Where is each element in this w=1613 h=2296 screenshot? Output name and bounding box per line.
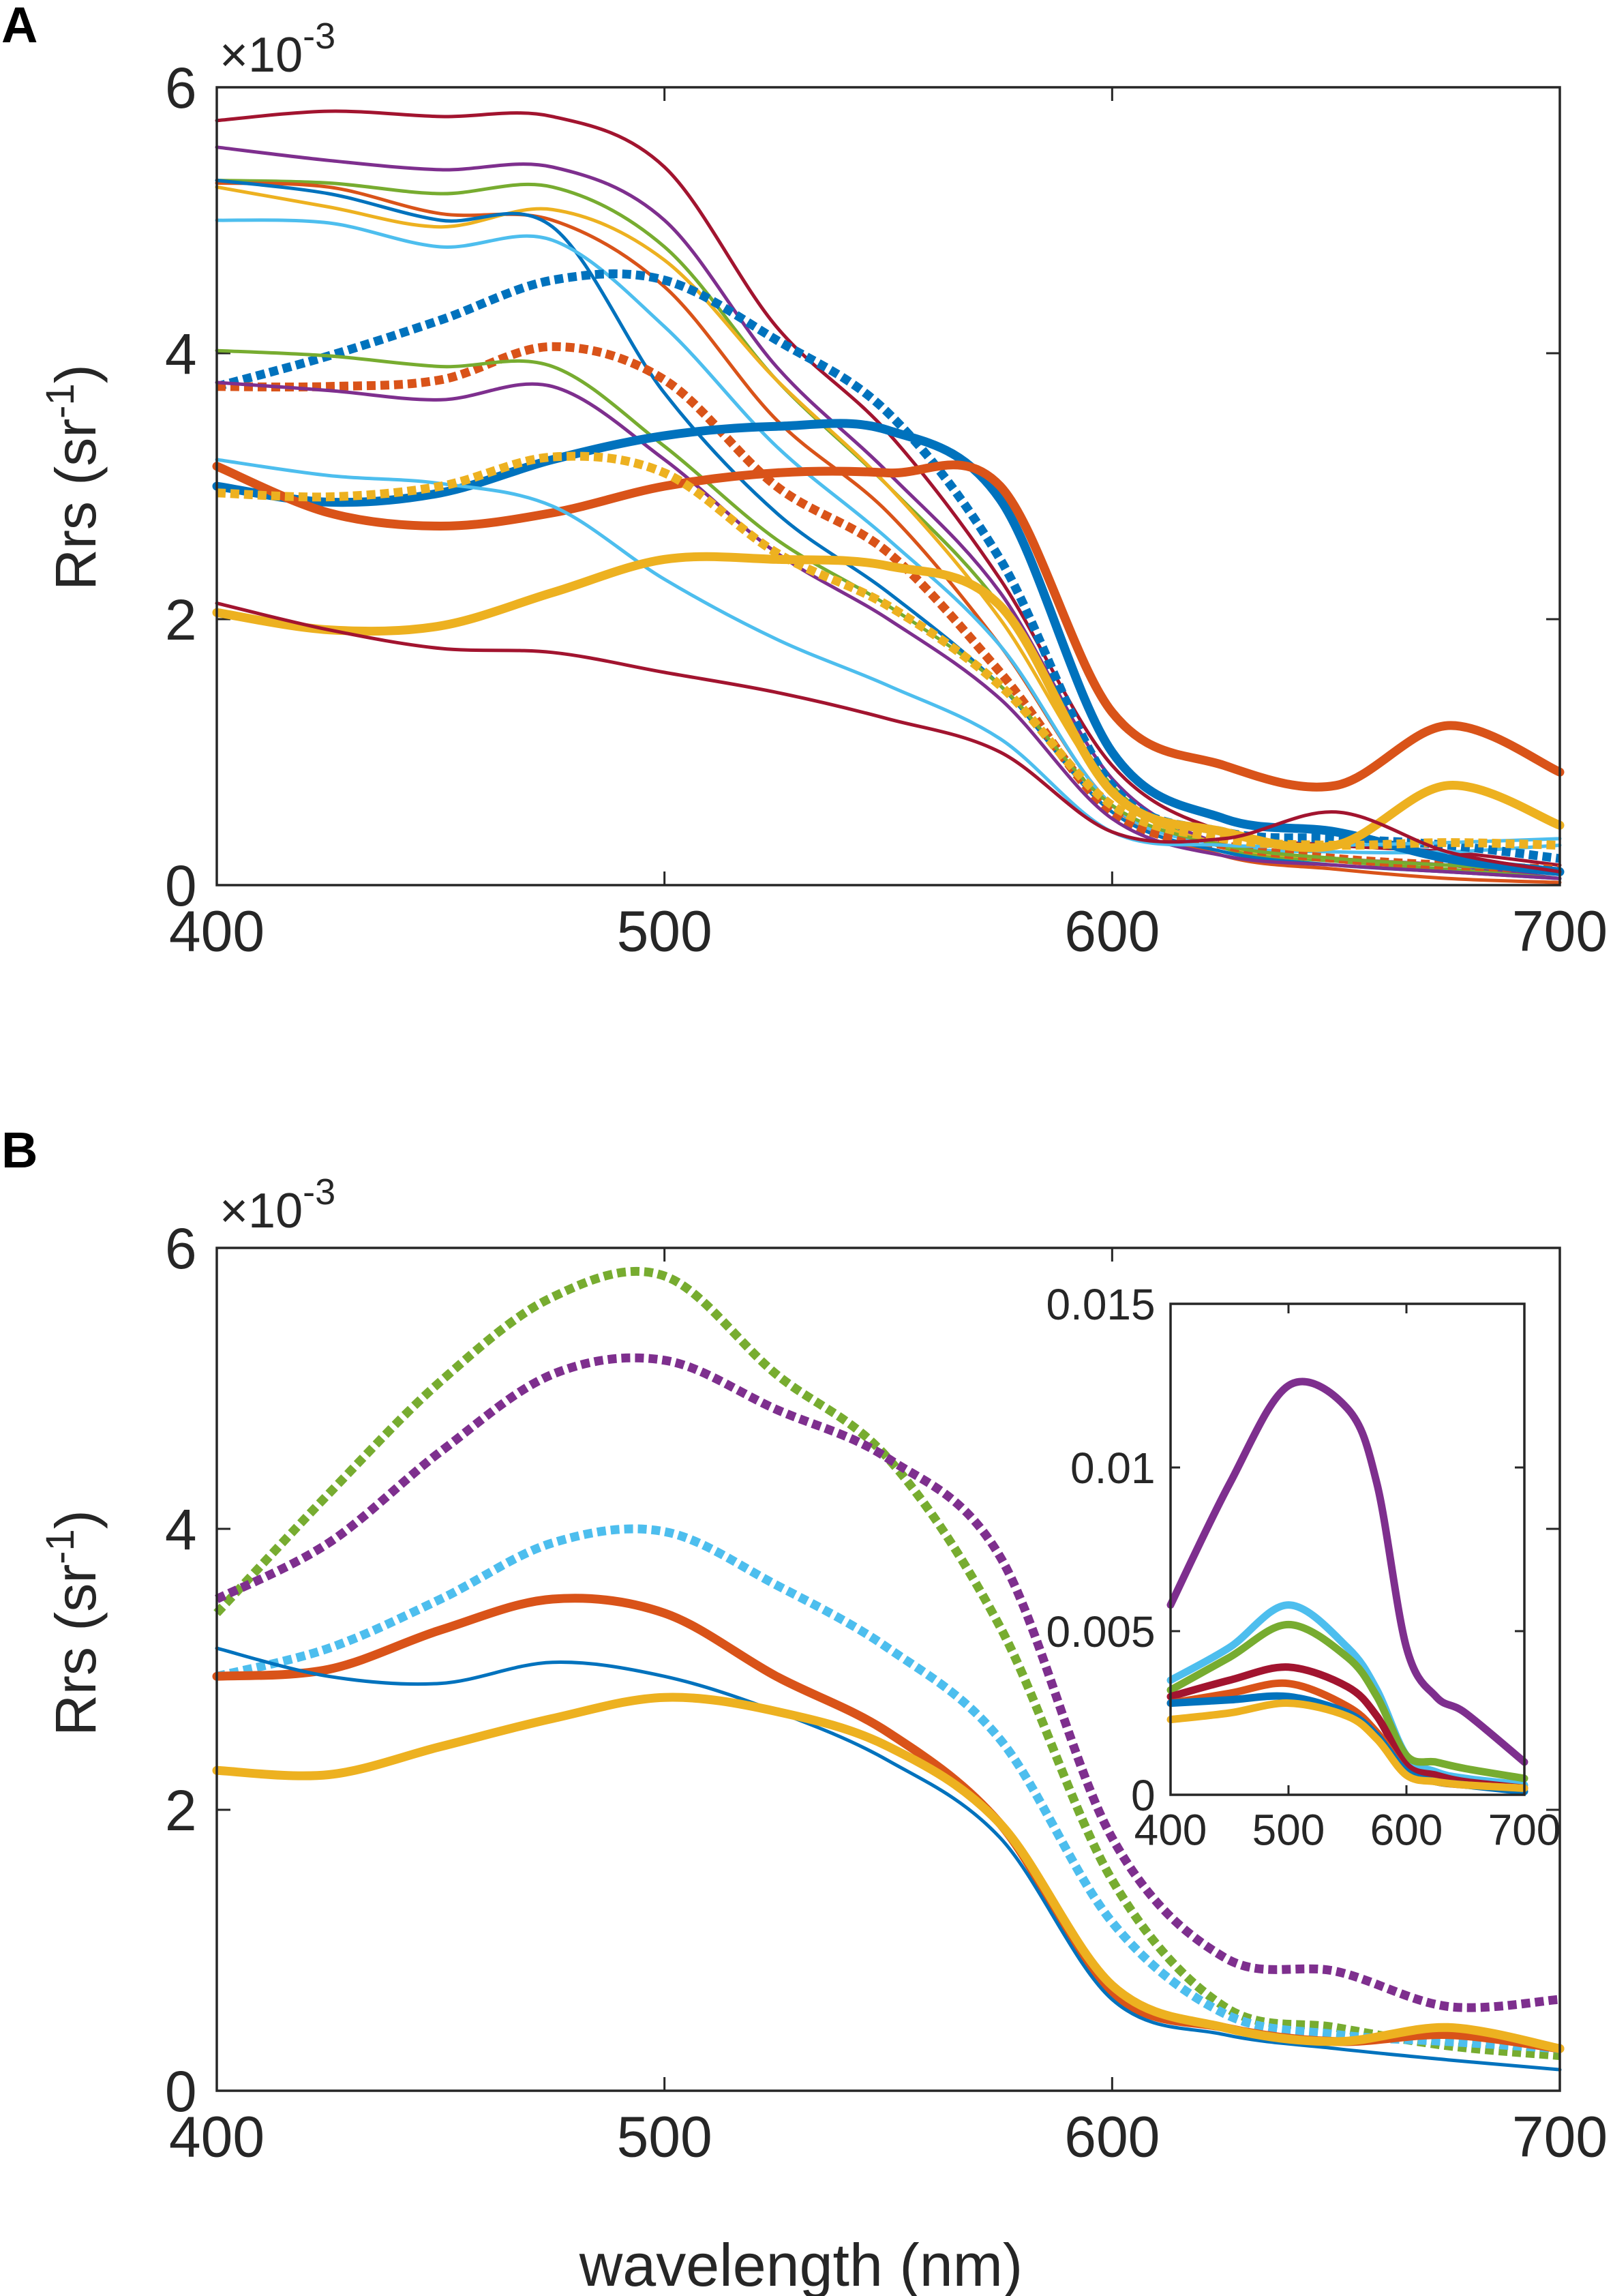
panel-b-series-b6-yellow-thick bbox=[212, 1693, 1565, 2053]
panel-b-series-b3-lightblue-dotted bbox=[215, 1524, 1561, 2053]
panel-a-ytick-label: 6 bbox=[165, 56, 197, 120]
panel-b-xlabel: wavelength (nm) bbox=[579, 2231, 1023, 2296]
inset-plot-area: 400 500 600 700 0 0.005 0.01 0.015 bbox=[1046, 1280, 1561, 1855]
panel-a-xtick-label: 700 bbox=[1512, 899, 1608, 964]
panel-a-ylabel: Rrs (sr-1) bbox=[38, 364, 108, 590]
inset-series-i4-darkred bbox=[1166, 1663, 1528, 1792]
panel-a-series-a9-orange-dotted bbox=[216, 342, 1561, 874]
inset-ytick-label: 0.01 bbox=[1070, 1444, 1156, 1493]
panel-a-ytick-label: 4 bbox=[165, 322, 197, 386]
panel-b-xtick-label: 700 bbox=[1512, 2105, 1608, 2169]
panel-a-series-a17-darkred-thin-low bbox=[215, 601, 1562, 874]
panel-a-exponent: ×10-3 bbox=[220, 16, 335, 83]
panel-b-ytick-label: 0 bbox=[165, 2059, 197, 2123]
inset-ytick-label: 0.015 bbox=[1046, 1280, 1155, 1329]
inset-ytick-label: 0.005 bbox=[1046, 1607, 1155, 1656]
panel-b-ytick-label: 2 bbox=[165, 1778, 197, 1843]
panel-a-ytick-label: 2 bbox=[165, 588, 197, 652]
panel-a-xtick-label: 600 bbox=[1064, 899, 1160, 964]
panel-a-ytick-label: 0 bbox=[165, 854, 197, 918]
panel-b-series-b5-blue-thin bbox=[215, 1646, 1562, 2072]
panel-b-exponent: ×10-3 bbox=[220, 1172, 335, 1238]
panel-a-series-a11-purple-thin-low bbox=[215, 381, 1562, 880]
panel-b: B ×10-3 Rrs (sr-1) wavelength (nm) 400 50… bbox=[1, 1122, 1608, 2296]
panel-a-series-a4-orange-thin bbox=[215, 181, 1562, 884]
panel-a-frame bbox=[215, 86, 1561, 886]
inset-xtick-label: 700 bbox=[1488, 1806, 1561, 1855]
inset-frame bbox=[1169, 1302, 1526, 1796]
panel-a: A ×10-3 Rrs (sr-1) 400 500 600 700 0 2 4 6 bbox=[1, 0, 1608, 964]
inset-series-i1-purple bbox=[1166, 1377, 1528, 1766]
plot-area-a: 400 500 600 700 0 2 4 6 bbox=[165, 56, 1608, 963]
panel-a-series-a12-blue-thick bbox=[212, 419, 1565, 876]
panel-a-series-a13-orange-thick bbox=[212, 460, 1565, 792]
panel-b-ylabel: Rrs (sr-1) bbox=[38, 1510, 108, 1735]
inset-xtick-label: 400 bbox=[1134, 1806, 1207, 1855]
panel-a-letter: A bbox=[1, 0, 37, 53]
inset-series-i3-green bbox=[1166, 1620, 1528, 1783]
panel-b-series-b2-purple-dotted bbox=[215, 1353, 1561, 2012]
inset-ytick-label: 0 bbox=[1131, 1771, 1156, 1820]
panel-b-letter: B bbox=[1, 1122, 37, 1178]
panel-b-frame bbox=[215, 1247, 1561, 2092]
panel-a-xtick-label: 400 bbox=[169, 899, 265, 964]
panel-b-xtick-label: 500 bbox=[617, 2105, 712, 2169]
inset-xtick-label: 500 bbox=[1252, 1806, 1325, 1855]
panel-b-xtick-label: 400 bbox=[169, 2105, 265, 2169]
panel-b-ytick-label: 4 bbox=[165, 1497, 197, 1562]
panel-a-xtick-label: 500 bbox=[617, 899, 712, 964]
inset-xtick-label: 600 bbox=[1370, 1806, 1443, 1855]
panel-b-xtick-label: 600 bbox=[1064, 2105, 1160, 2169]
panel-a-series-a8-blue-dotted bbox=[215, 269, 1561, 863]
panel-b-ytick-label: 6 bbox=[165, 1217, 197, 1281]
inset-series-i7-yellow bbox=[1166, 1699, 1528, 1792]
panel-a-series-a16-yellow-thick bbox=[212, 552, 1565, 852]
